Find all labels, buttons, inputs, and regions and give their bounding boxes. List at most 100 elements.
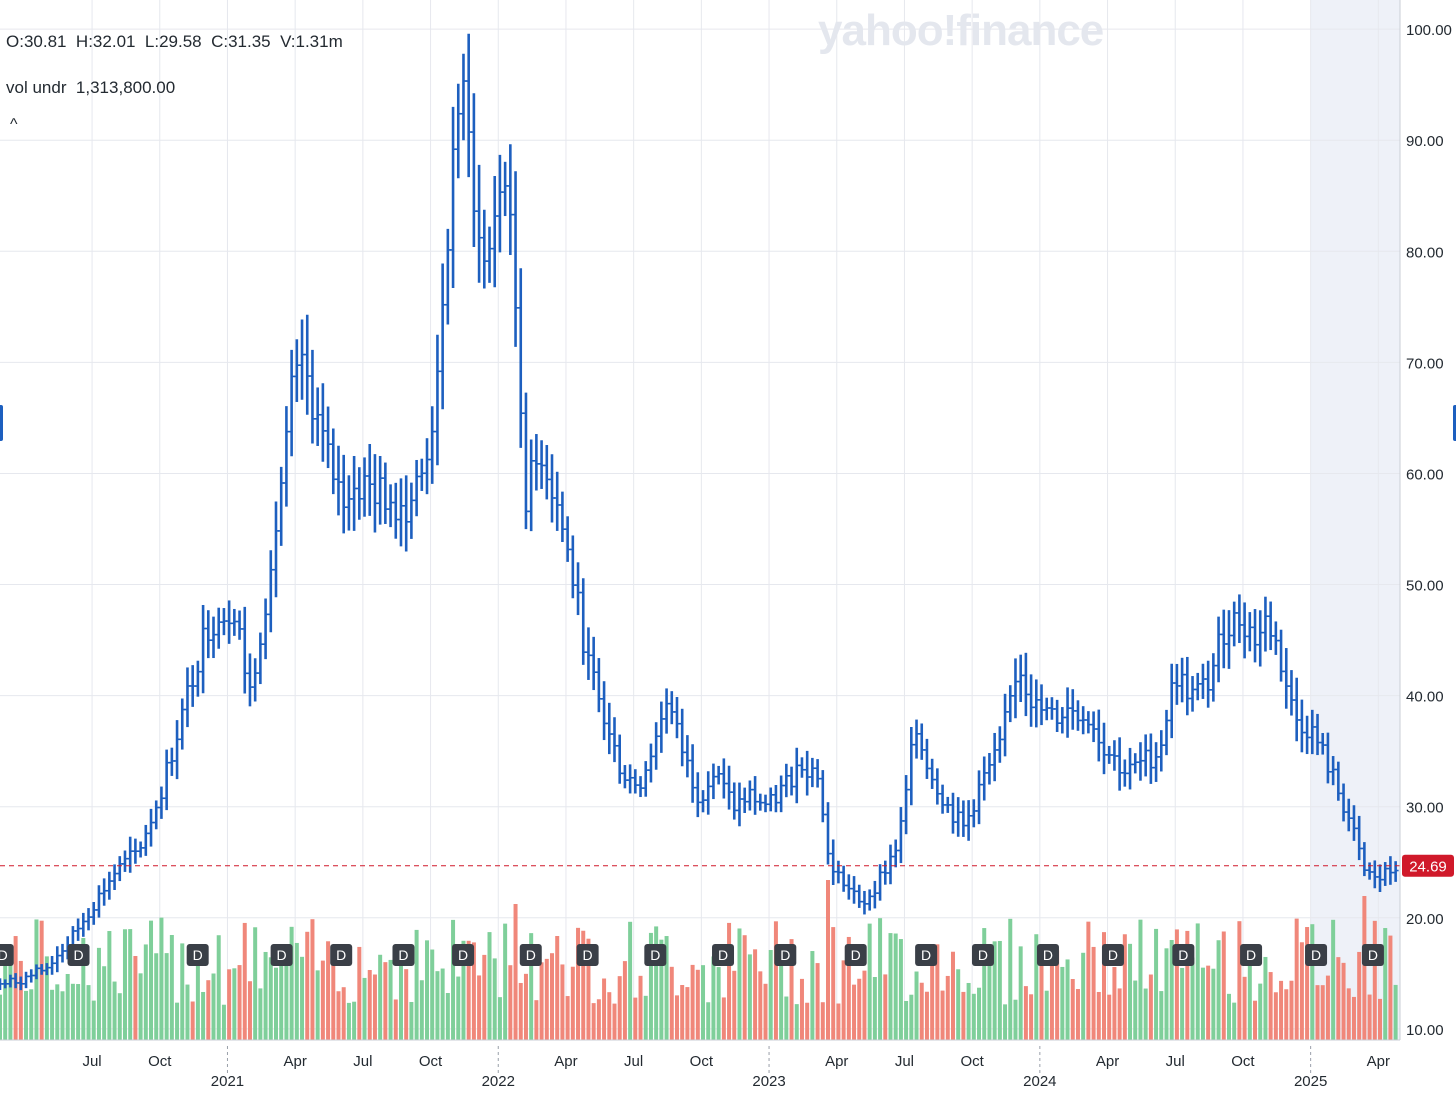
volume-bar (1273, 992, 1278, 1040)
dividend-marker[interactable]: D (1101, 944, 1124, 966)
volume-bar (1263, 956, 1268, 1040)
dividend-marker-label: D (851, 947, 861, 963)
volume-bar (857, 978, 862, 1040)
y-tick-label: 30.00 (1406, 800, 1444, 817)
volume-bar (149, 920, 154, 1040)
volume-bar (1174, 929, 1179, 1040)
volume-bar (841, 960, 846, 1040)
volume-bar (201, 991, 206, 1040)
volume-bar (425, 940, 430, 1040)
volume-bar (1065, 959, 1070, 1040)
volume-bar (1325, 975, 1330, 1040)
volume-bar (320, 960, 325, 1040)
volume-bar (1075, 989, 1080, 1040)
volume-bar (1060, 966, 1065, 1040)
dividend-marker[interactable]: D (1172, 944, 1195, 966)
volume-bar (518, 982, 523, 1040)
dividend-marker[interactable]: D (915, 944, 938, 966)
volume-bar (190, 1001, 195, 1040)
dividend-marker[interactable]: D (392, 944, 415, 966)
volume-bar (1315, 985, 1320, 1040)
volume-bar (867, 923, 872, 1040)
volume-bar (133, 956, 138, 1040)
dividend-marker[interactable]: D (1036, 944, 1059, 966)
volume-bar (622, 961, 627, 1040)
volume-bar (206, 980, 211, 1040)
volume-bar (909, 994, 914, 1040)
dividend-marker[interactable]: D (971, 944, 994, 966)
dividend-marker[interactable]: D (186, 944, 209, 966)
volume-bar (1279, 980, 1284, 1040)
dividend-marker-label: D (458, 947, 468, 963)
last-price-label: 24.69 (1409, 859, 1447, 876)
dividend-marker[interactable]: D (774, 944, 797, 966)
right-scroll-handle[interactable] (1453, 405, 1456, 441)
volume-bar (565, 996, 570, 1040)
volume-bar (279, 946, 284, 1040)
volume-bar (1242, 976, 1247, 1040)
dividend-marker-box (67, 944, 90, 966)
dividend-marker-label: D (1108, 947, 1118, 963)
dividend-marker[interactable]: D (712, 944, 735, 966)
volume-bar (331, 963, 336, 1040)
dividend-marker[interactable]: D (67, 944, 90, 966)
volume-bar (195, 957, 200, 1040)
volume-bar (1268, 972, 1273, 1040)
volume-bar (815, 963, 820, 1040)
volume-bar (805, 1002, 810, 1040)
y-tick-label: 40.00 (1406, 689, 1444, 706)
volume-bar (1253, 1000, 1258, 1040)
dividend-marker-label: D (0, 947, 8, 963)
dividend-marker[interactable]: D (452, 944, 475, 966)
volume-bar (253, 927, 258, 1040)
volume-bar (799, 978, 804, 1040)
volume-bar (763, 983, 768, 1040)
volume-bar (414, 929, 419, 1040)
dividend-marker[interactable]: D (644, 944, 667, 966)
volume-bar (987, 954, 992, 1040)
volume-bar (284, 945, 289, 1040)
volume-bar (378, 954, 383, 1040)
volume-bar (742, 935, 747, 1040)
volume-bar (982, 928, 987, 1040)
volume-bar (1143, 988, 1148, 1040)
volume-bar (216, 935, 221, 1040)
dividend-marker-label: D (336, 947, 346, 963)
dividend-marker[interactable]: D (270, 944, 293, 966)
dividend-marker[interactable]: D (1361, 944, 1384, 966)
left-scroll-handle[interactable] (0, 405, 3, 441)
volume-bar (789, 939, 794, 1040)
dividend-marker[interactable]: D (0, 944, 14, 966)
volume-bar (1284, 989, 1289, 1040)
dividend-marker[interactable]: D (519, 944, 542, 966)
volume-bar (367, 970, 372, 1040)
dividend-marker[interactable]: D (1305, 944, 1328, 966)
volume-bar (1299, 942, 1304, 1040)
volume-bar (956, 969, 961, 1040)
y-tick-label: 100.00 (1406, 22, 1452, 39)
volume-bar (70, 983, 75, 1040)
collapse-chevron-icon[interactable]: ^ (10, 116, 18, 133)
volume-bar (1049, 945, 1054, 1040)
volume-bar (898, 939, 903, 1040)
dividend-marker[interactable]: D (844, 944, 867, 966)
dividend-marker[interactable]: D (330, 944, 353, 966)
volume-bar (1055, 950, 1060, 1040)
volume-bar (143, 944, 148, 1040)
volume-bar (508, 965, 513, 1040)
dividend-marker[interactable]: D (1240, 944, 1263, 966)
x-month-label: Oct (148, 1053, 172, 1070)
volume-bar (555, 936, 560, 1040)
volume-bar (445, 993, 450, 1040)
volume-bar (440, 968, 445, 1040)
dividend-marker[interactable]: D (576, 944, 599, 966)
volume-bar (721, 997, 726, 1040)
volume-bar (1247, 956, 1252, 1040)
x-month-label: Apr (825, 1053, 848, 1070)
volume-bar (315, 970, 320, 1040)
volume-bar (1128, 943, 1133, 1040)
volume-bar (586, 938, 591, 1040)
volume-bar (784, 996, 789, 1040)
